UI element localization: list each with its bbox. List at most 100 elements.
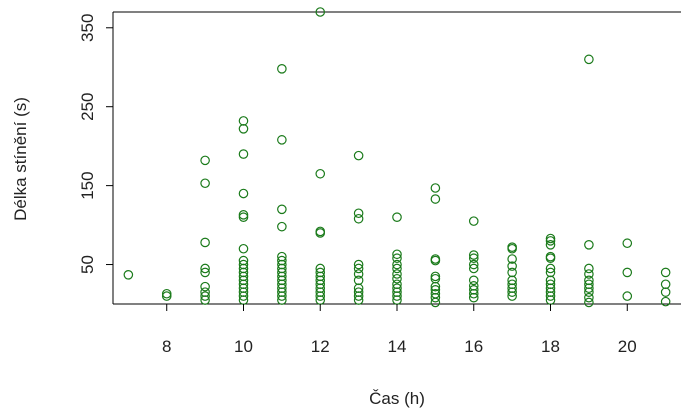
data-point — [392, 249, 402, 260]
data-point — [277, 221, 287, 232]
y-tick-label: 350 — [78, 14, 97, 42]
data-point — [584, 275, 594, 286]
data-point — [584, 269, 594, 279]
data-point — [315, 226, 326, 237]
data-point — [315, 168, 326, 179]
data-point — [507, 267, 517, 278]
data-point — [353, 287, 364, 297]
data-point — [200, 281, 210, 292]
data-point — [353, 275, 364, 286]
data-point — [430, 183, 441, 193]
data-point — [430, 194, 441, 204]
data-point — [200, 178, 210, 189]
data-point — [584, 279, 594, 290]
data-point — [468, 275, 479, 286]
data-point — [584, 54, 594, 65]
data-point — [277, 204, 287, 215]
data-point — [161, 291, 172, 301]
data-point — [200, 237, 210, 248]
data-point — [238, 212, 249, 222]
data-point — [277, 135, 287, 145]
data-point — [353, 150, 364, 161]
data-point — [660, 296, 671, 307]
x-tick-label: 20 — [618, 337, 637, 356]
data-point — [161, 288, 172, 299]
data-point — [660, 279, 671, 290]
data-point — [430, 254, 441, 264]
x-tick-label: 18 — [541, 337, 560, 356]
data-point — [430, 271, 441, 282]
data-point — [507, 279, 517, 290]
x-tick-label: 12 — [311, 337, 330, 356]
data-point — [392, 263, 402, 274]
data-point — [468, 284, 479, 295]
data-point — [545, 267, 556, 278]
data-point — [353, 269, 364, 279]
data-point — [238, 188, 249, 199]
data-point — [238, 116, 249, 126]
data-point — [200, 263, 210, 274]
data-point — [660, 287, 671, 297]
x-tick-label: 10 — [234, 337, 253, 356]
data-point — [392, 259, 402, 270]
data-point — [392, 279, 402, 290]
data-point — [277, 251, 287, 262]
data-point — [660, 267, 671, 278]
data-point — [584, 240, 594, 250]
data-point — [277, 64, 287, 74]
data-point — [392, 269, 402, 279]
data-point — [315, 7, 326, 17]
data-point — [392, 253, 402, 264]
y-axis-label: Délka stínění (s) — [11, 97, 30, 221]
data-point — [507, 254, 517, 264]
data-points — [123, 7, 671, 308]
data-point — [468, 216, 479, 226]
y-tick-label: 250 — [78, 93, 97, 121]
data-point — [392, 283, 402, 294]
data-point — [238, 243, 249, 254]
data-point — [353, 213, 364, 224]
x-tick-label: 8 — [162, 337, 171, 356]
data-point — [430, 288, 441, 299]
x-tick-label: 16 — [464, 337, 483, 356]
y-axis-ticks: 50 150 250 350 — [78, 14, 113, 274]
data-point — [507, 261, 517, 271]
data-point — [468, 250, 479, 260]
data-point — [584, 297, 594, 308]
data-point — [238, 255, 249, 266]
data-point — [238, 259, 249, 270]
data-point — [468, 281, 479, 291]
data-point — [430, 273, 441, 284]
data-point — [392, 273, 402, 284]
data-point — [200, 267, 210, 278]
x-axis-ticks: 8 10 12 14 16 18 20 — [162, 304, 637, 356]
y-tick-label: 150 — [78, 171, 97, 199]
data-point — [545, 236, 556, 246]
data-point — [430, 284, 441, 295]
data-point — [468, 253, 479, 264]
data-point — [353, 208, 364, 219]
data-point — [353, 263, 364, 274]
data-point — [200, 155, 210, 166]
data-point — [507, 242, 517, 252]
data-point — [238, 149, 249, 159]
data-point — [584, 292, 594, 303]
data-point — [622, 291, 633, 301]
data-point — [123, 269, 134, 280]
data-point — [238, 124, 249, 134]
data-point — [545, 233, 556, 244]
data-point — [545, 240, 556, 250]
data-point — [545, 251, 556, 262]
data-point — [468, 263, 479, 274]
data-point — [277, 255, 287, 266]
data-point — [622, 238, 633, 249]
x-tick-label: 14 — [388, 337, 407, 356]
data-point — [468, 259, 479, 270]
data-point — [315, 267, 326, 278]
data-point — [545, 263, 556, 274]
data-point — [315, 263, 326, 274]
data-point — [353, 259, 364, 270]
data-point — [200, 287, 210, 297]
x-axis-label: Čas (h) — [369, 389, 425, 408]
